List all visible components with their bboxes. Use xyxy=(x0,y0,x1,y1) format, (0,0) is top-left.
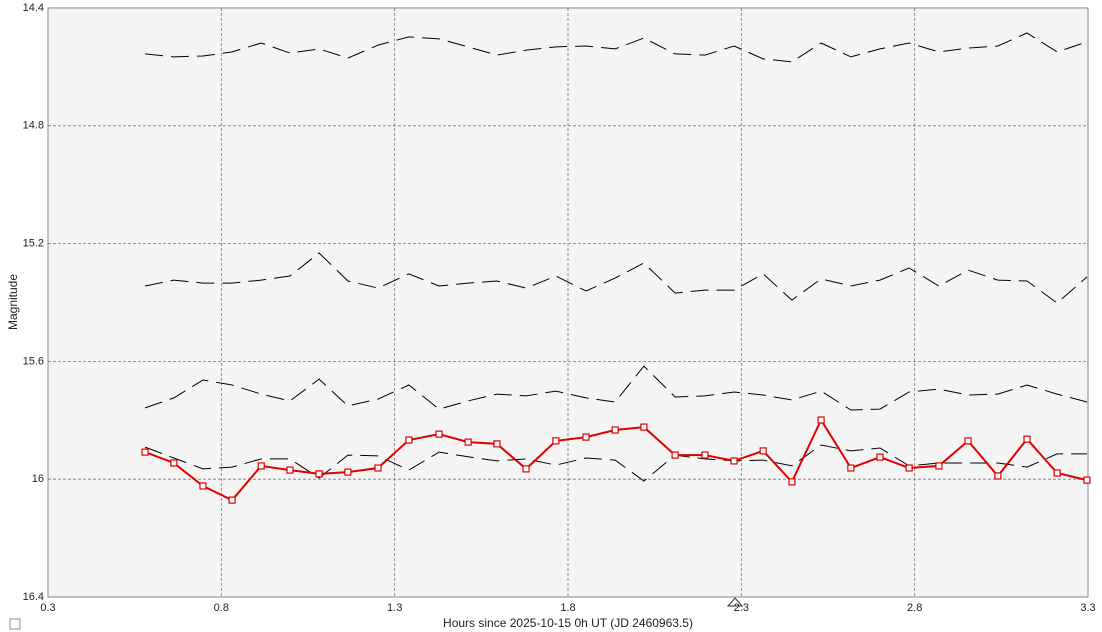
series-marker xyxy=(611,426,619,434)
series-marker xyxy=(315,470,323,478)
series-marker xyxy=(847,464,855,472)
series-marker xyxy=(640,423,648,431)
series-marker xyxy=(552,437,560,445)
series-marker xyxy=(257,462,265,470)
series-marker xyxy=(405,436,413,444)
y-tick-label: 14.4 xyxy=(23,2,44,14)
y-tick-label: 14.8 xyxy=(23,120,44,132)
series-marker xyxy=(493,440,501,448)
series-marker xyxy=(1023,435,1031,443)
series-line xyxy=(144,444,1087,482)
series-marker xyxy=(344,468,352,476)
series-marker xyxy=(464,438,472,446)
series-marker xyxy=(374,464,382,472)
x-tick-label: 1.3 xyxy=(387,602,402,614)
x-tick-label: 3.3 xyxy=(1080,602,1095,614)
corner-button[interactable] xyxy=(9,618,21,630)
y-tick-label: 16.4 xyxy=(23,591,44,603)
x-tick-label: 1.8 xyxy=(560,602,575,614)
series-marker xyxy=(730,457,738,465)
series-line xyxy=(145,32,1088,63)
series-marker xyxy=(994,472,1002,480)
series-marker xyxy=(876,453,884,461)
series-marker xyxy=(964,437,972,445)
x-tick-label: 2.8 xyxy=(907,602,922,614)
x-tick-label: 2.3 xyxy=(734,602,749,614)
series-marker xyxy=(759,447,767,455)
y-tick-label: 16 xyxy=(32,473,44,485)
series-marker xyxy=(788,478,796,486)
series-marker xyxy=(199,482,207,490)
series-marker xyxy=(435,430,443,438)
time-marker[interactable] xyxy=(726,597,744,607)
series-marker xyxy=(935,462,943,470)
series-marker xyxy=(701,451,709,459)
series-line xyxy=(144,365,1088,411)
y-axis-title: Magnitude xyxy=(6,274,20,330)
series-marker xyxy=(1083,476,1091,484)
series-marker xyxy=(1053,469,1061,477)
series-marker xyxy=(286,466,294,474)
x-tick-label: 0.3 xyxy=(40,602,55,614)
x-axis-title: Hours since 2025-10-15 0h UT (JD 2460963… xyxy=(443,616,693,630)
series-marker xyxy=(817,416,825,424)
series-marker xyxy=(170,459,178,467)
series-marker xyxy=(228,496,236,504)
y-tick-label: 15.2 xyxy=(23,238,44,250)
series-marker xyxy=(522,465,530,473)
series-marker xyxy=(582,433,590,441)
series-marker xyxy=(671,451,679,459)
series-line xyxy=(144,252,1088,304)
series-marker xyxy=(905,464,913,472)
series-marker xyxy=(141,448,149,456)
x-tick-label: 0.8 xyxy=(214,602,229,614)
y-tick-label: 15.6 xyxy=(23,355,44,367)
